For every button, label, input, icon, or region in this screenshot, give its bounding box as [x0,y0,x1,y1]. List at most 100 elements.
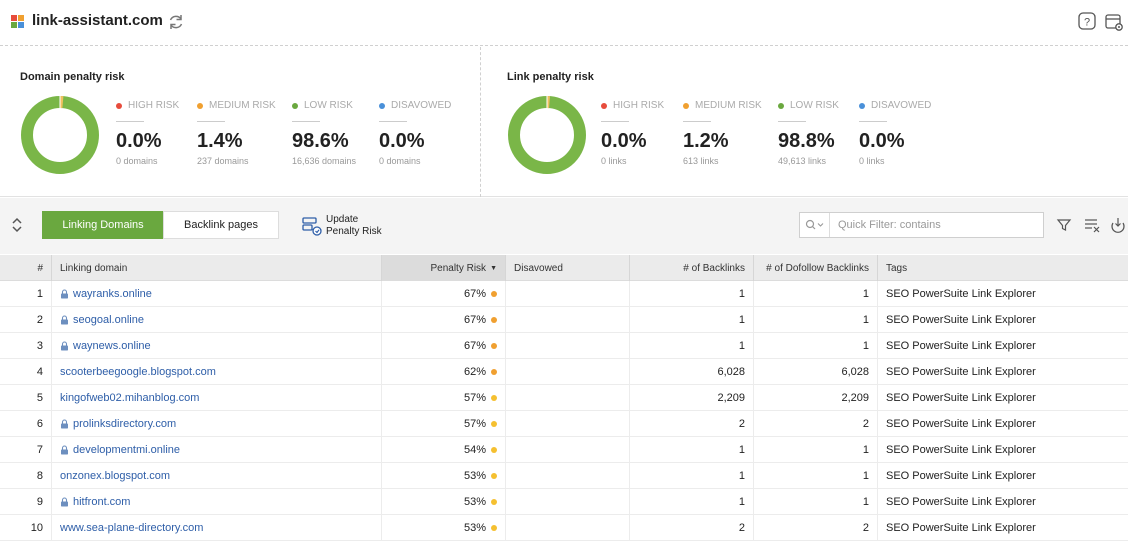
stat-medium-risk: MEDIUM RISK 1.2% 613 links [683,100,762,166]
settings-icon[interactable] [1104,12,1124,32]
penalty-risk-cell: 57% [382,385,506,411]
low-risk-dot [292,102,298,109]
tags-cell: SEO PowerSuite Link Explorer [886,288,1036,300]
disavowed-dot [859,102,865,109]
domain-link[interactable]: www.sea-plane-directory.com [52,515,382,541]
tags-cell: SEO PowerSuite Link Explorer [886,470,1036,482]
disavowed-cell[interactable] [506,307,630,333]
row-number: 5 [0,385,52,411]
table-row[interactable]: 5 kingofweb02.mihanblog.com 57% 2,209 2,209 S… [0,385,1128,411]
penalty-risk-cell: 53% [382,489,506,515]
table-body: 1 wayranks.online 67% 1 1 SEO PowerSuite Link… [0,281,1128,541]
penalty-risk-cell: 67% [382,307,506,333]
domain-link[interactable]: developmentmi.online [52,437,382,463]
risk-dot [491,499,497,505]
backlinks-cell: 6,028 [630,359,754,385]
table-toolbar: Linking Domains Backlink pages Update Pe… [0,198,1128,254]
risk-dot [491,421,497,427]
disavowed-cell[interactable] [506,281,630,307]
disavowed-cell[interactable] [506,385,630,411]
column-header-penalty-risk[interactable]: Penalty Risk ▼ [382,255,506,281]
sort-desc-icon: ▼ [490,264,497,272]
penalty-risk-cell: 53% [382,515,506,541]
table-row[interactable]: 7 developmentmi.online 54% 1 1 SEO PowerSuite… [0,437,1128,463]
medium-risk-dot [197,102,203,109]
tags-cell: SEO PowerSuite Link Explorer [886,366,1036,378]
column-header-domain[interactable]: Linking domain [52,255,382,281]
disavowed-cell[interactable] [506,437,630,463]
backlinks-cell: 1 [630,281,754,307]
domain-link[interactable]: seogoal.online [52,307,382,333]
low-risk-dot [778,102,784,109]
help-icon[interactable]: ? [1078,12,1096,30]
high-risk-dot [601,102,607,109]
domain-link[interactable]: waynews.online [52,333,382,359]
backlinks-cell: 1 [630,437,754,463]
tags-cell: SEO PowerSuite Link Explorer [886,444,1036,456]
tab-linking-domains[interactable]: Linking Domains [42,211,164,239]
row-number: 8 [0,463,52,489]
risk-dot [491,525,497,531]
dofollow-backlinks-cell: 2 [754,411,878,437]
filter-search-dropdown[interactable] [800,213,830,237]
disavowed-cell[interactable] [506,489,630,515]
domain-link[interactable]: prolinksdirectory.com [52,411,382,437]
penalty-risk-cell: 53% [382,463,506,489]
column-header-tags[interactable]: Tags [886,262,908,274]
table-row[interactable]: 10 www.sea-plane-directory.com 53% 2 2 SEO Po… [0,515,1128,541]
disavowed-cell[interactable] [506,463,630,489]
table-row[interactable]: 1 wayranks.online 67% 1 1 SEO PowerSuite Link… [0,281,1128,307]
tags-cell: SEO PowerSuite Link Explorer [886,418,1036,430]
panel-divider [480,47,481,197]
domain-link[interactable]: wayranks.online [52,281,382,307]
disavowed-cell[interactable] [506,411,630,437]
update-penalty-risk-button[interactable]: Update Penalty Risk [302,212,396,240]
table-row[interactable]: 4 scooterbeegoogle.blogspot.com 62% 6,028 6,… [0,359,1128,385]
refresh-icon[interactable] [166,12,186,32]
lock-icon [61,289,68,299]
column-header-backlinks[interactable]: # of Backlinks [630,255,754,281]
linking-domains-table: # Linking domain Penalty Risk ▼ Disavowed… [0,255,1128,541]
table-row[interactable]: 9 hitfront.com 53% 1 1 SEO PowerSuite Link Ex… [0,489,1128,515]
domain-link[interactable]: hitfront.com [52,489,382,515]
tags-cell: SEO PowerSuite Link Explorer [886,340,1036,352]
expand-collapse-icon[interactable] [10,215,24,235]
table-row[interactable]: 6 prolinksdirectory.com 57% 2 2 SEO PowerSuit… [0,411,1128,437]
filter-icon[interactable] [1056,217,1072,233]
domain-penalty-panel: Domain penalty risk HIGH RISK 0.0% 0 dom… [20,47,470,197]
clear-filter-icon[interactable] [1084,217,1100,233]
table-row[interactable]: 3 waynews.online 67% 1 1 SEO PowerSuite Link … [0,333,1128,359]
lock-icon [61,315,68,325]
tab-backlink-pages[interactable]: Backlink pages [163,211,279,239]
domain-link[interactable]: scooterbeegoogle.blogspot.com [52,359,382,385]
disavowed-cell[interactable] [506,515,630,541]
domain-link[interactable]: kingofweb02.mihanblog.com [52,385,382,411]
domain-risk-donut [21,96,99,174]
table-row[interactable]: 8 onzonex.blogspot.com 53% 1 1 SEO PowerSuite… [0,463,1128,489]
update-label: Update Penalty Risk [326,214,382,237]
domain-link[interactable]: onzonex.blogspot.com [52,463,382,489]
quick-filter-input[interactable] [830,219,1040,231]
column-header-num[interactable]: # [0,255,52,281]
risk-dot [491,343,497,349]
risk-dot [491,447,497,453]
row-number: 7 [0,437,52,463]
dofollow-backlinks-cell: 2 [754,515,878,541]
row-number: 6 [0,411,52,437]
row-number: 2 [0,307,52,333]
disavowed-cell[interactable] [506,359,630,385]
table-row[interactable]: 2 seogoal.online 67% 1 1 SEO PowerSuite Link … [0,307,1128,333]
search-icon [805,219,823,230]
medium-risk-dot [683,102,689,109]
dofollow-backlinks-cell: 1 [754,437,878,463]
column-header-dofollow-backlinks[interactable]: # of Dofollow Backlinks [754,255,878,281]
stat-high-risk: HIGH RISK 0.0% 0 domains [116,100,180,166]
export-icon[interactable] [1110,217,1126,233]
column-header-disavowed[interactable]: Disavowed [506,255,630,281]
disavowed-cell[interactable] [506,333,630,359]
tags-cell: SEO PowerSuite Link Explorer [886,522,1036,534]
row-number: 9 [0,489,52,515]
tags-cell: SEO PowerSuite Link Explorer [886,314,1036,326]
quick-filter[interactable] [799,212,1044,238]
penalty-risk-cell: 62% [382,359,506,385]
